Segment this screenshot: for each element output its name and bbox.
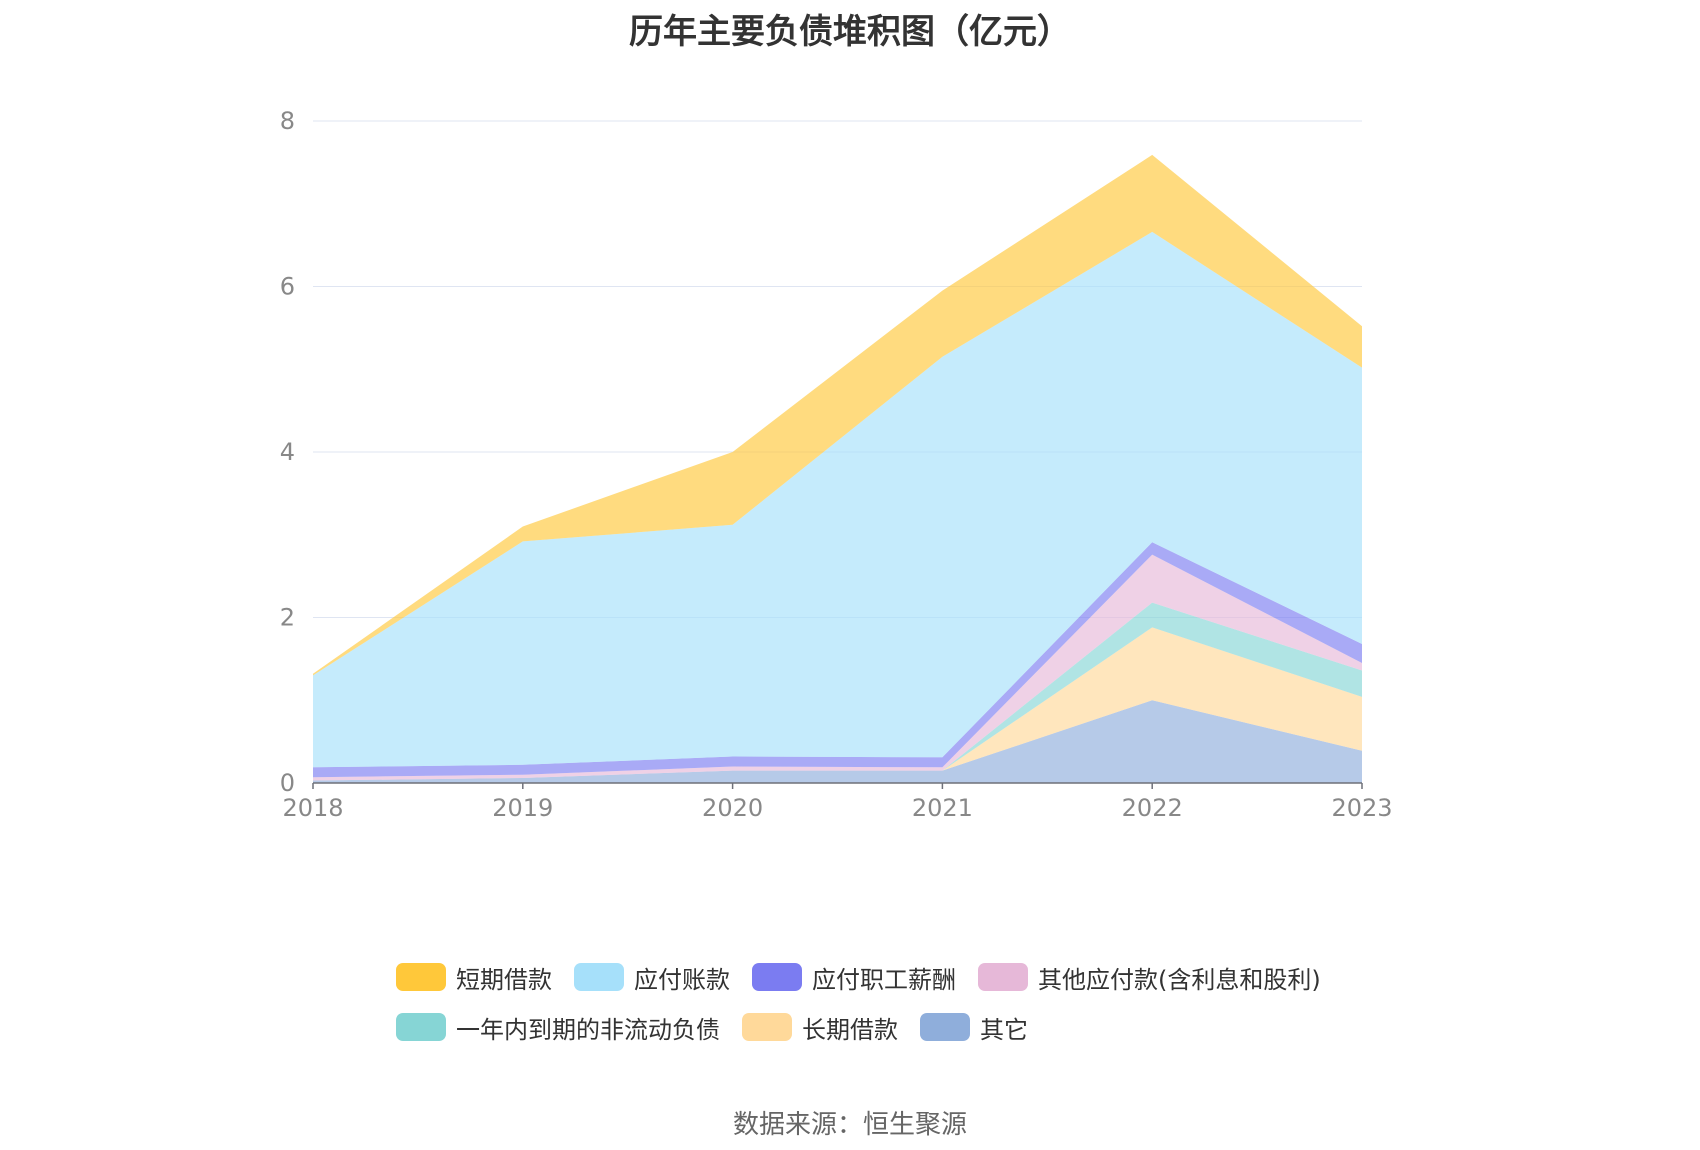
legend-item[interactable]: 其他应付款(含利息和股利) [978, 960, 1321, 995]
legend-item[interactable]: 应付账款 [574, 960, 730, 995]
y-tick-label: 4 [280, 438, 295, 466]
area-series-1 [313, 627, 1362, 781]
legend-item[interactable]: 长期借款 [742, 1010, 898, 1045]
legend-row: 短期借款 应付账款 应付职工薪酬 其他应付款(含利息和股利) [396, 952, 1356, 1002]
x-tick-label: 2021 [912, 794, 973, 822]
area-series-2 [313, 602, 1362, 781]
area-series-3 [313, 554, 1362, 781]
legend-swatch [742, 1013, 792, 1041]
legend-item[interactable]: 一年内到期的非流动负债 [396, 1010, 720, 1045]
y-tick-label: 2 [280, 604, 295, 632]
legend-label: 其它 [980, 1015, 1028, 1044]
x-tick-label: 2018 [282, 794, 343, 822]
legend-swatch [396, 1013, 446, 1041]
x-tick-label: 2022 [1122, 794, 1183, 822]
legend-label: 应付账款 [634, 965, 730, 994]
legend-swatch [920, 1013, 970, 1041]
legend-swatch [396, 963, 446, 991]
legend-item[interactable]: 其它 [920, 1010, 1028, 1045]
area-series-6 [313, 154, 1362, 676]
legend-item[interactable]: 短期借款 [396, 960, 552, 995]
legend-swatch [978, 963, 1028, 991]
legend-label: 短期借款 [456, 965, 552, 994]
legend-label: 一年内到期的非流动负债 [456, 1015, 720, 1044]
legend-swatch [752, 963, 802, 991]
legend-label: 应付职工薪酬 [812, 965, 956, 994]
legend: 短期借款 应付账款 应付职工薪酬 其他应付款(含利息和股利) 一年内到期的非流动负债 长期… [396, 952, 1356, 1052]
legend-swatch [574, 963, 624, 991]
area-series-0 [313, 700, 1362, 783]
y-tick-label: 6 [280, 273, 295, 301]
area-series-5 [313, 231, 1362, 768]
legend-item[interactable]: 应付职工薪酬 [752, 960, 956, 995]
chart-title: 历年主要负债堆积图（亿元） [629, 12, 1071, 52]
legend-label: 长期借款 [802, 1015, 898, 1044]
source-note: 数据来源：恒生聚源 [732, 1110, 967, 1140]
area-series-4 [313, 542, 1362, 778]
x-tick-label: 2019 [492, 794, 553, 822]
x-tick-label: 2023 [1331, 794, 1392, 822]
legend-label: 其他应付款(含利息和股利) [1038, 965, 1321, 994]
legend-row: 一年内到期的非流动负债 长期借款 其它 [396, 1002, 1356, 1052]
x-tick-label: 2020 [702, 794, 763, 822]
y-tick-label: 8 [280, 107, 295, 135]
y-tick-label: 0 [280, 769, 295, 797]
